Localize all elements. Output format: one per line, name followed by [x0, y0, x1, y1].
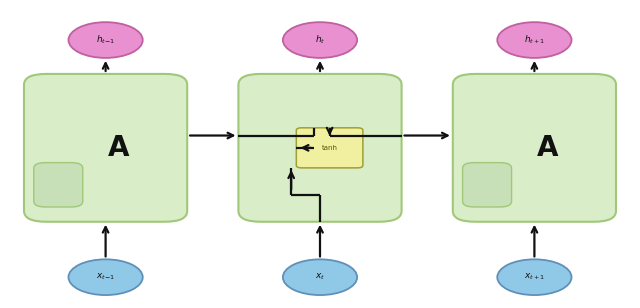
- Text: $x_t$: $x_t$: [315, 272, 325, 282]
- Circle shape: [283, 259, 357, 295]
- Text: $h_{t+1}$: $h_{t+1}$: [524, 34, 545, 46]
- Circle shape: [497, 259, 572, 295]
- Text: A: A: [536, 134, 558, 162]
- Text: $h_t$: $h_t$: [315, 34, 325, 46]
- FancyBboxPatch shape: [453, 74, 616, 222]
- FancyBboxPatch shape: [24, 74, 187, 222]
- Circle shape: [283, 22, 357, 58]
- Circle shape: [68, 259, 143, 295]
- Text: tanh: tanh: [322, 145, 338, 151]
- FancyBboxPatch shape: [34, 163, 83, 207]
- FancyBboxPatch shape: [239, 74, 402, 222]
- FancyBboxPatch shape: [296, 128, 363, 168]
- Text: $h_{t\mathsf{-}1}$: $h_{t\mathsf{-}1}$: [96, 34, 115, 46]
- FancyBboxPatch shape: [463, 163, 511, 207]
- Circle shape: [68, 22, 143, 58]
- Text: A: A: [108, 134, 129, 162]
- Text: $x_{t+1}$: $x_{t+1}$: [524, 272, 545, 282]
- Circle shape: [497, 22, 572, 58]
- Text: $x_{t\mathsf{-}1}$: $x_{t\mathsf{-}1}$: [96, 272, 115, 282]
